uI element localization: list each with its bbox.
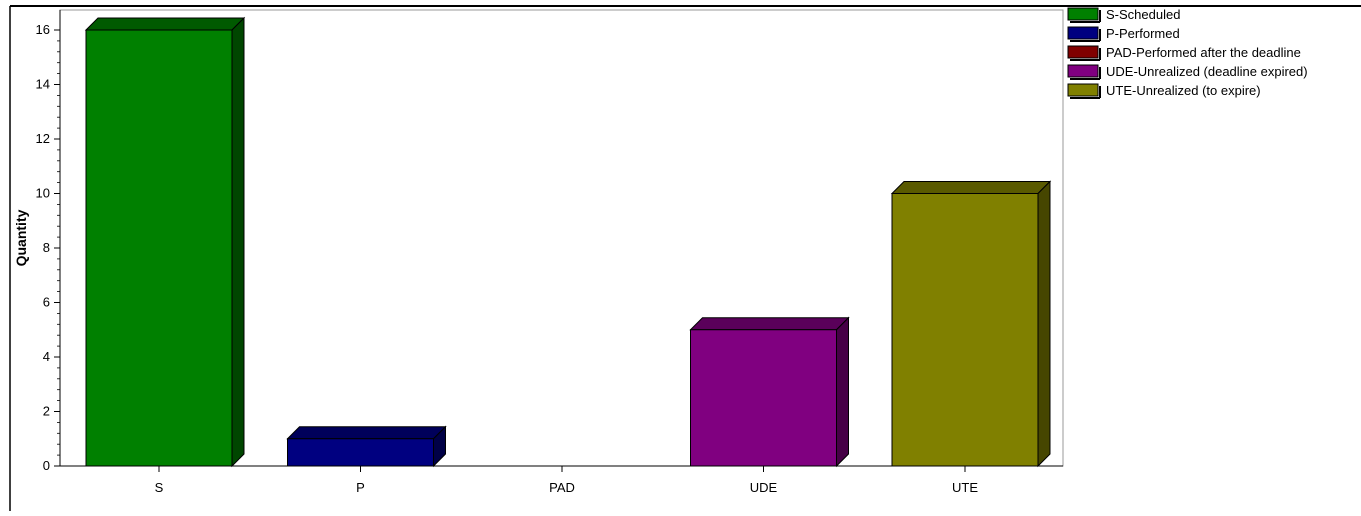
bar-top-s	[84, 17, 246, 31]
legend-label: UTE-Unrealized (to expire)	[1106, 83, 1261, 98]
x-tick-label-ute: UTE	[952, 480, 978, 495]
bar-s	[85, 29, 233, 467]
y-tick-label: 0	[43, 458, 50, 473]
legend-label: UDE-Unrealized (deadline expired)	[1106, 64, 1308, 79]
bar-side-ude	[836, 316, 849, 468]
legend-label: PAD-Performed after the deadline	[1106, 45, 1301, 60]
legend-label: P-Performed	[1106, 26, 1180, 41]
legend-swatch	[1067, 45, 1099, 59]
legend-swatch	[1067, 64, 1099, 78]
y-tick-label: 12	[36, 131, 50, 146]
bar-top-ude	[689, 317, 850, 331]
legend-swatch	[1067, 83, 1099, 97]
bar-ude	[690, 329, 837, 467]
bar-p	[287, 438, 434, 467]
legend-swatch	[1067, 26, 1099, 40]
x-tick-label-ude: UDE	[750, 480, 778, 495]
y-tick-label: 16	[36, 22, 50, 37]
bar-side-ute	[1037, 180, 1051, 468]
y-axis: 0 2 4 6 8 10 12 14 16	[36, 10, 61, 473]
bar-top-p	[286, 426, 447, 440]
bars-group	[84, 16, 1052, 468]
x-tick-label-p: P	[356, 480, 365, 495]
y-tick-label: 14	[36, 77, 50, 92]
legend-swatch	[1067, 7, 1099, 21]
x-axis: S P PAD UDE UTE	[60, 465, 1063, 495]
bar-top-ute	[890, 181, 1052, 194]
y-tick-label: 10	[36, 186, 50, 201]
y-tick-label: 2	[43, 404, 50, 419]
bar-ute	[891, 193, 1039, 467]
y-tick-label: 8	[43, 240, 50, 255]
x-tick-label-pad: PAD	[549, 480, 575, 495]
legend-label: S-Scheduled	[1106, 7, 1180, 22]
legend: S-Scheduled P-Performed PAD-Performed afte…	[1067, 7, 1308, 99]
bar-side-s	[231, 16, 245, 468]
y-tick-label: 4	[43, 349, 50, 364]
y-tick-label: 6	[43, 295, 50, 310]
x-tick-label-s: S	[155, 480, 164, 495]
y-axis-title: Quantity	[13, 209, 29, 266]
